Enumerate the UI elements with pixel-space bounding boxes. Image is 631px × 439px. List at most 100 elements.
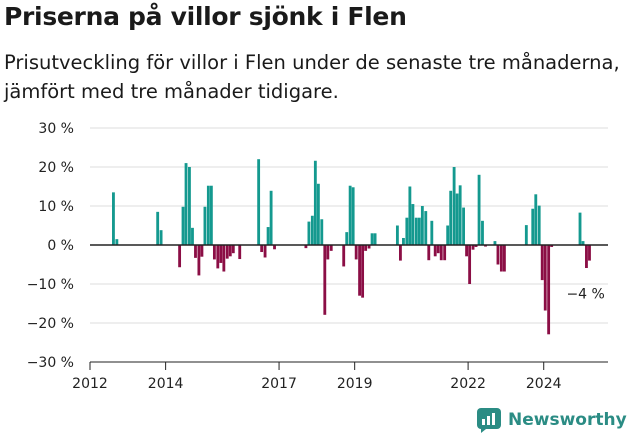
bar-positive <box>348 185 352 245</box>
bar-negative <box>222 245 226 272</box>
bar-negative <box>496 245 500 265</box>
bar-negative <box>484 245 487 247</box>
bar-negative <box>436 245 440 254</box>
bar-layer <box>112 159 591 335</box>
bar-positive <box>411 204 415 245</box>
bar-negative <box>326 245 330 260</box>
annotation-layer: −4 % <box>566 287 604 303</box>
latest-value-annotation: −4 % <box>566 287 604 303</box>
bar-positive <box>206 185 210 245</box>
bar-positive <box>481 220 484 245</box>
bar-negative <box>238 245 242 260</box>
bar-negative <box>178 245 182 268</box>
bar-positive <box>370 233 374 245</box>
newsworthy-brand[interactable]: Newsworthy <box>476 407 627 433</box>
bar-positive <box>578 212 582 245</box>
bar-positive <box>112 192 115 245</box>
bar-negative <box>399 245 402 261</box>
bar-negative <box>443 245 447 261</box>
bar-negative <box>543 245 547 311</box>
bar-positive <box>188 167 191 245</box>
bar-negative <box>433 245 437 257</box>
bar-positive <box>462 207 465 245</box>
bar-negative <box>354 245 358 260</box>
bar-negative <box>228 245 232 257</box>
x-tick-label: 2019 <box>337 376 373 392</box>
bar-positive <box>156 211 160 245</box>
y-tick-label: 30 % <box>38 121 74 137</box>
bar-negative <box>540 245 544 281</box>
bar-positive <box>269 190 273 245</box>
bar-positive <box>209 185 213 245</box>
bar-negative <box>547 245 551 335</box>
brand-name: Newsworthy <box>508 410 627 430</box>
bar-positive <box>184 163 188 245</box>
bar-negative <box>304 245 308 249</box>
bar-positive <box>537 205 541 245</box>
bar-negative <box>358 245 362 296</box>
x-tick-label: 2012 <box>72 376 108 392</box>
bar-negative <box>499 245 503 272</box>
bar-negative <box>263 245 267 258</box>
bar-negative <box>585 245 588 269</box>
bar-negative <box>197 245 201 276</box>
bar-negative <box>471 245 475 250</box>
bar-positive <box>316 183 320 245</box>
bar-negative <box>212 245 216 260</box>
bar-positive <box>430 220 434 245</box>
x-tick-label: 2024 <box>526 376 562 392</box>
bar-positive <box>477 174 481 245</box>
bar-negative <box>194 245 197 258</box>
bar-negative <box>219 245 223 263</box>
x-tick-label: 2014 <box>148 376 184 392</box>
bar-positive <box>191 227 194 245</box>
bar-negative <box>550 245 554 247</box>
bar-negative <box>361 245 365 298</box>
bar-negative <box>273 245 276 250</box>
bar-positive <box>266 227 270 245</box>
bar-negative <box>216 245 220 269</box>
bar-positive <box>402 237 405 245</box>
bar-positive <box>159 230 163 245</box>
bar-negative <box>367 245 371 249</box>
bar-positive <box>307 221 311 245</box>
bar-positive <box>405 217 409 245</box>
bar-positive <box>257 159 261 245</box>
y-tick-label: 10 % <box>38 199 74 215</box>
bar-negative <box>439 245 443 261</box>
x-tick-label: 2017 <box>261 376 297 392</box>
bar-positive <box>420 206 424 245</box>
chart-subtitle: Prisutveckling för villor i Flen under d… <box>4 51 620 103</box>
bar-negative <box>342 245 346 267</box>
bar-positive <box>320 219 324 245</box>
bar-positive <box>345 232 349 245</box>
bar-positive <box>373 233 377 245</box>
bar-positive <box>524 225 528 245</box>
bar-positive <box>493 241 497 245</box>
bar-positive <box>424 211 428 245</box>
bar-positive <box>408 186 412 245</box>
bar-negative <box>588 245 591 261</box>
bar-negative <box>502 245 506 272</box>
bar-negative <box>329 245 333 251</box>
bar-negative <box>200 245 204 257</box>
bar-positive <box>531 208 535 245</box>
bar-positive <box>449 190 453 245</box>
bar-negative <box>323 245 327 315</box>
bar-negative <box>465 245 469 257</box>
bar-positive <box>452 167 456 245</box>
bar-positive <box>455 193 459 245</box>
bar-positive <box>417 217 421 245</box>
bar-negative <box>260 245 264 253</box>
bar-positive <box>181 206 185 245</box>
bar-positive <box>351 187 355 245</box>
y-tick-label: 0 % <box>47 238 74 254</box>
bar-positive <box>446 225 450 245</box>
x-tick-label: 2022 <box>450 376 486 392</box>
bar-negative <box>468 245 472 284</box>
bar-positive <box>414 217 418 245</box>
bar-positive <box>313 160 317 245</box>
bar-negative <box>474 245 478 247</box>
newsworthy-logo-icon <box>477 408 501 433</box>
bar-negative <box>427 245 431 261</box>
